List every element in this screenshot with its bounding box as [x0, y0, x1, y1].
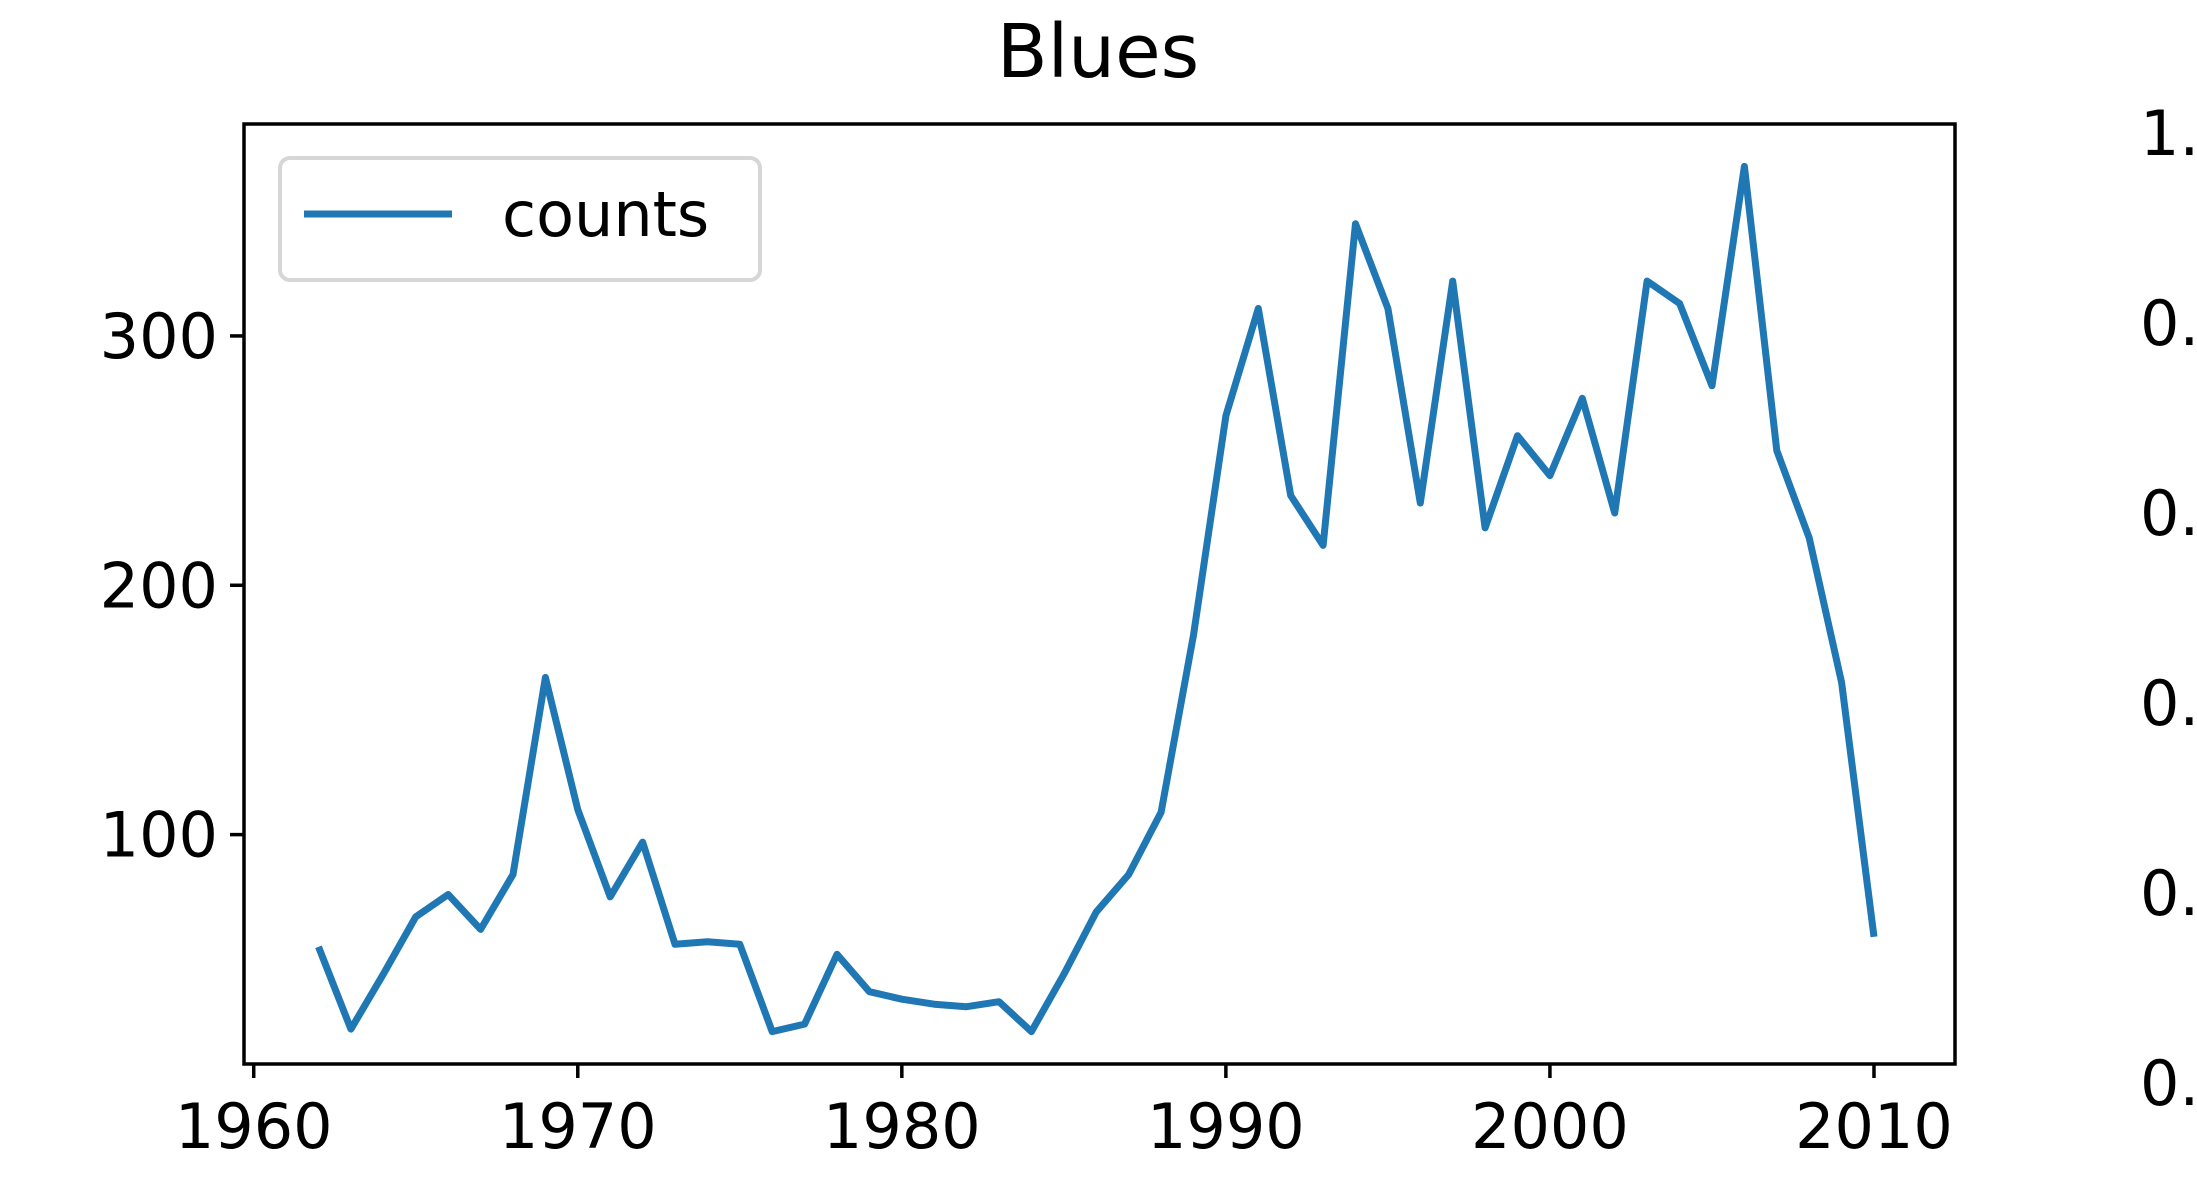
legend-label-counts: counts [502, 178, 709, 251]
partial-y-tick-label: 0. [2140, 667, 2197, 740]
partial-y-tick-label: 0. [2140, 477, 2197, 550]
x-axis-ticks: 1960 1970 1980 1990 2000 2010 [175, 1064, 1953, 1163]
partial-y-tick-label: 1. [2140, 97, 2197, 170]
x-tick-label: 1990 [1147, 1090, 1305, 1163]
x-tick-label: 1980 [823, 1090, 981, 1163]
x-tick-label: 1970 [499, 1090, 657, 1163]
y-tick-label: 100 [100, 799, 218, 872]
legend-box [278, 156, 762, 282]
y-tick-label: 300 [100, 300, 218, 373]
y-tick-label: 200 [100, 549, 218, 622]
partial-y-tick-label: 0. [2140, 857, 2197, 930]
legend: counts [278, 156, 762, 282]
x-tick-label: 1960 [175, 1090, 333, 1163]
x-tick-label: 2010 [1795, 1090, 1953, 1163]
partial-chart-y-axis-ticks: 1. 0. 0. 0. 0. 0. [2140, 97, 2197, 1120]
partial-y-tick-label: 0. [2140, 287, 2197, 360]
plot-area-frame [242, 122, 1957, 1066]
chart-title: Blues [997, 9, 1199, 95]
y-axis-ticks: 100 200 300 [100, 300, 244, 872]
x-tick-label: 2000 [1471, 1090, 1629, 1163]
series-line-counts [315, 162, 1878, 1036]
partial-y-tick-label: 0. [2140, 1047, 2197, 1120]
